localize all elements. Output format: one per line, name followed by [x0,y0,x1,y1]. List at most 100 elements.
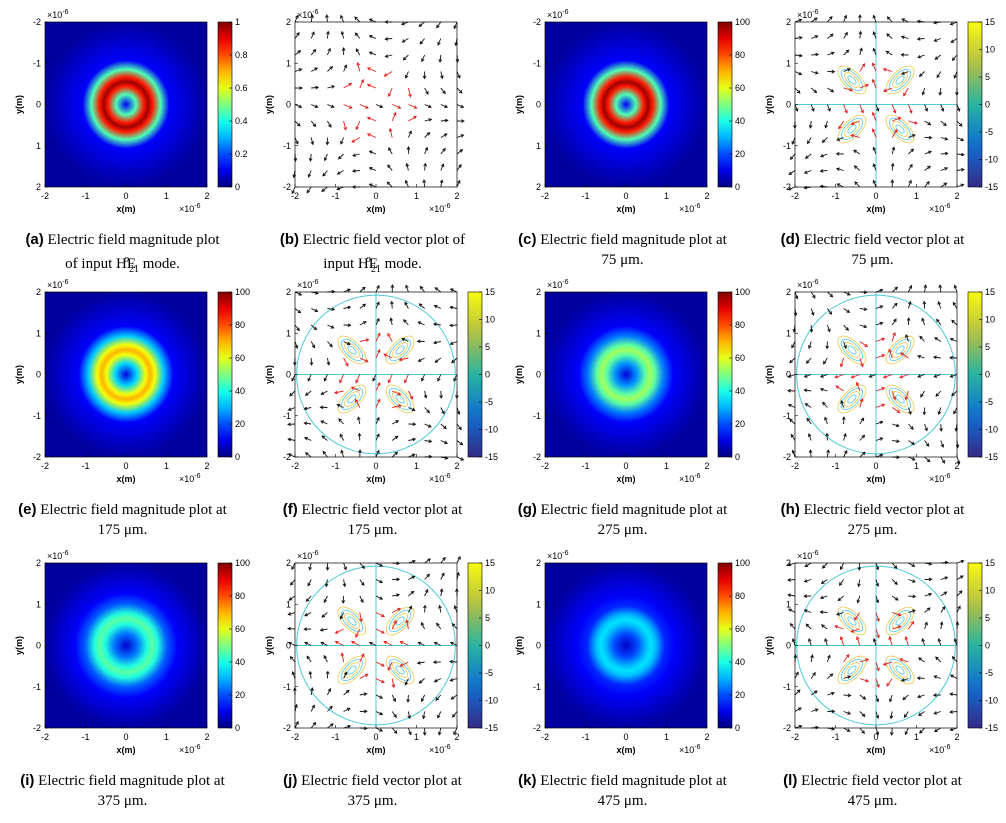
field-arrow-head [911,579,916,583]
colorbar-tick-label: 15 [985,287,995,297]
field-arrow-head [354,32,359,37]
field-arrow [859,435,865,441]
field-arrow [334,390,344,394]
field-arrow [326,31,329,39]
x-tick-label: 2 [204,461,209,471]
colorbar-tick-label: 60 [235,353,245,363]
field-arrow [936,319,942,326]
field-arrow [367,84,377,89]
field-arrow-head [297,309,302,314]
field-arrow-head [879,305,884,309]
field-arrow-head [844,31,848,36]
field-arrow [908,579,916,583]
field-arrow-head [451,359,455,364]
field-arrow [873,48,877,56]
field-arrow [433,323,441,326]
field-arrow [437,38,442,46]
caption-label: (h) [780,501,800,518]
field-arrow-head [289,656,294,660]
field-arrow-head [341,600,346,604]
field-arrow-head [304,452,309,456]
field-arrow-head [938,91,943,96]
y-axis-label: y(m) [14,636,24,655]
field-arrow [951,319,958,326]
colorbar-tick-label: 60 [235,624,245,634]
field-arrow-head [449,288,454,292]
field-arrow [806,418,812,425]
field-arrow-head [960,168,965,172]
field-arrow-head [377,348,381,353]
field-arrow [938,638,942,646]
field-arrow-head [457,74,461,79]
y-exponent-label: ×10-6 [297,550,319,561]
field-arrow-head [340,449,344,454]
colorbar-tick-label: -5 [485,668,493,678]
field-arrow-head [442,90,446,95]
x-tick-label: 1 [664,461,669,471]
field-arrow-head [337,155,342,160]
field-arrow-head [421,715,426,720]
field-arrow-head [347,323,352,327]
field-arrow-head [307,173,312,178]
field-arrow-head [319,628,324,632]
field-arrow [901,71,909,75]
field-arrow-head [460,104,465,108]
y-tick-label: -1 [783,141,791,151]
field-arrow-head [891,146,896,151]
contour-lobe [388,387,412,411]
field-arrow [406,163,409,171]
x-tick-label: 2 [954,191,959,201]
field-arrow [375,417,380,425]
field-arrow-head [461,119,465,123]
field-arrow [887,16,893,23]
field-arrow [309,671,312,679]
field-arrow-head [296,327,300,332]
field-arrow [810,308,814,316]
field-arrow [939,284,942,293]
field-arrow [408,407,415,411]
field-arrow [388,374,393,383]
field-arrow [872,62,877,72]
field-arrow [827,52,835,56]
field-arrow [424,132,430,138]
field-arrow-head [824,416,828,421]
field-arrow-head [807,140,811,145]
colorbar-tick-label: 100 [735,17,750,27]
field-arrow [308,170,312,178]
field-arrow [359,612,362,622]
colorbar-tick-label: 80 [735,320,745,330]
x-tick-label: 1 [664,191,669,201]
field-arrow [355,628,361,638]
panel-h: 15 10 5 0 -5 -10 -15 -2 -1 0 1 2 2 1 0 -1 -2 x(m) y(m) ×10-… [750,270,998,538]
field-arrow-head [323,157,328,162]
colorbar-tick-label: 0 [235,452,240,462]
y-axis-label: y(m) [264,636,274,655]
field-arrow [408,453,416,458]
field-arrow [437,711,442,718]
field-arrow [451,357,458,364]
field-arrow-head [861,713,866,718]
field-arrow [791,341,796,348]
field-arrow [834,625,844,630]
field-arrow-head [861,434,866,439]
field-arrow [391,727,398,734]
panel-i: 100 80 60 40 20 0 -2 -1 0 1 2 2 1 0 -1 -2 x(m) y(m) ×10-6 ×… [0,541,250,809]
field-arrow [940,622,943,630]
x-exponent-label: ×10-6 [679,473,701,484]
contour-lobe [340,387,364,411]
y-axis-label: y(m) [764,365,774,384]
field-arrow [351,386,360,392]
field-arrow-head [856,636,860,640]
field-arrow-head [798,18,803,23]
field-arrow-head [340,140,344,145]
field-arrow-head [363,726,368,731]
field-arrow [837,595,844,601]
field-arrow-head [949,374,954,378]
field-arrow [320,641,328,646]
field-arrow [288,612,296,616]
field-arrow [375,727,383,732]
field-arrow [375,694,383,699]
field-arrow [375,433,380,441]
field-arrow-head [345,362,349,367]
field-arrow-head [336,186,341,191]
